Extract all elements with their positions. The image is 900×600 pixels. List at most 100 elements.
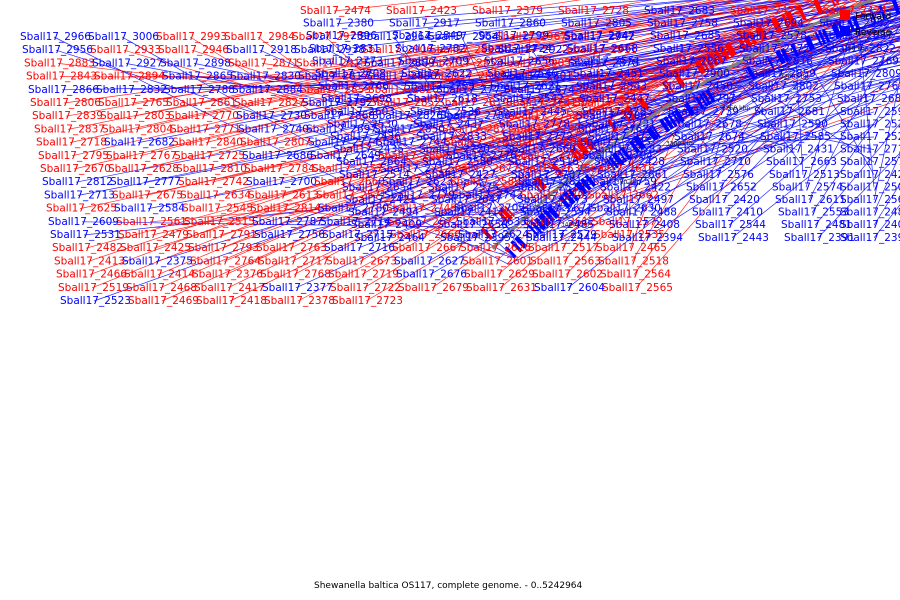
reverse-leader-line	[425, 0, 749, 37]
gene-label: Sball17_2896	[306, 30, 377, 42]
gene-label: Sball17_2878	[568, 57, 639, 69]
reverse-gene-block	[620, 146, 632, 160]
forward-gene-block	[673, 72, 686, 88]
reverse-leader-line	[642, 51, 900, 226]
reverse-leader-line	[692, 32, 900, 75]
gene-label: Sball17_2418	[196, 295, 267, 307]
gene-label: Sball17_2497	[603, 194, 674, 206]
reverse-leader-line	[552, 111, 875, 223]
gene-label: Sball17_2625	[46, 203, 117, 215]
gene-label: Sball17_2799	[478, 30, 549, 42]
reverse-leader-line	[429, 35, 844, 275]
gene-label: Sball17_2664	[336, 156, 407, 168]
gene-label: Sball17_2817	[298, 71, 369, 83]
gene-label: Sball17_2715	[322, 229, 393, 241]
gene-label: Sball17_2631	[466, 282, 537, 294]
reverse-gene-block	[611, 152, 625, 167]
forward-leader-line	[557, 154, 565, 222]
reverse-leader-line	[731, 103, 900, 239]
gene-label: Sball17_2379	[472, 5, 543, 17]
reverse-gene-block	[694, 96, 705, 110]
reverse-gene-block	[510, 240, 523, 253]
reverse-gene-block	[567, 188, 580, 202]
reverse-leader-line	[645, 73, 900, 239]
reverse-leader-line	[784, 75, 900, 100]
gene-label: Sball17_2747	[564, 30, 635, 42]
gene-label: Sball17_2784	[244, 163, 315, 175]
gene-label: Sball17_2748	[514, 150, 585, 162]
reverse-leader-line	[682, 121, 712, 150]
gene-label: Sball17_2774	[308, 137, 379, 149]
forward-gene-block	[718, 45, 731, 61]
gene-label: Sball17_2551	[570, 55, 641, 67]
forward-gene-block	[708, 52, 720, 67]
reverse-leader-line	[526, 111, 531, 246]
forward-leader-line	[229, 0, 849, 302]
reverse-leader-line	[121, 36, 515, 259]
reverse-leader-line	[852, 11, 900, 24]
reverse-leader-line	[342, 0, 762, 50]
gene-label: Sball17_2556	[653, 43, 724, 55]
reverse-leader-line	[683, 0, 890, 37]
reverse-leader-line	[517, 1, 900, 62]
gene-label: Sball17_3006	[88, 31, 159, 43]
legend-forward-swatch	[840, 10, 850, 20]
gene-label: Sball17_2742	[178, 176, 249, 188]
gene-label: Sball17_2405	[840, 219, 900, 231]
gene-label: Sball17_2435	[333, 144, 404, 156]
gene-label: Sball17_2560	[840, 194, 900, 206]
gene-label: Sball17_2667	[392, 242, 463, 254]
gene-label: Sball17_2771	[170, 123, 241, 135]
reverse-leader-line	[523, 26, 900, 87]
gene-label: Sball17_2757	[312, 163, 383, 175]
gene-label: Sball17_2730	[236, 110, 307, 122]
gene-label: Sball17_2821	[442, 123, 513, 135]
gene-label: Sball17_2772	[502, 131, 573, 143]
reverse-leader-line	[422, 0, 698, 24]
gene-label: Sball17_2820	[368, 84, 439, 96]
reverse-leader-line	[873, 153, 900, 213]
gene-label: Sball17_2604	[534, 282, 605, 294]
gene-label: Sball17_2954	[428, 31, 499, 43]
forward-gene-block	[724, 42, 737, 58]
reverse-gene-block	[574, 180, 588, 196]
gene-label: Sball17_2975	[292, 31, 363, 43]
gene-label: Sball17_2722	[330, 282, 401, 294]
reverse-leader-line	[591, 124, 792, 189]
forward-gene-block	[531, 180, 543, 193]
reverse-leader-line	[559, 141, 655, 236]
reverse-gene-block	[846, 17, 856, 32]
gene-label: Sball17_2861	[166, 97, 237, 109]
gene-label: Sball17_2708	[315, 68, 386, 80]
gene-label: Sball17_2713	[44, 189, 115, 201]
gene-label: Sball17_2654	[342, 181, 413, 193]
tick-mark	[671, 133, 675, 138]
gene-label: Sball17_2409	[351, 219, 422, 231]
forward-gene-block	[714, 49, 724, 64]
gene-label: Sball17_2893	[430, 44, 501, 56]
gene-label: Sball17_2905	[500, 57, 571, 69]
forward-leader-line	[621, 99, 900, 196]
forward-leader-line	[133, 0, 734, 117]
reverse-gene-block	[663, 116, 675, 130]
gene-label: Sball17_2380	[303, 18, 374, 30]
gene-label: Sball17_2880	[366, 71, 437, 83]
gene-label: Sball17_2436	[330, 131, 401, 143]
gene-label: Sball17_2518	[598, 255, 669, 267]
gene-label: Sball17_2966	[20, 31, 91, 43]
gene-label: Sball17_2543	[576, 81, 647, 93]
gene-label: Sball17_2781	[506, 97, 577, 109]
forward-leader-line	[91, 0, 814, 289]
forward-leader-line	[201, 0, 744, 117]
gene-label: Sball17_2917	[389, 18, 460, 30]
reverse-leader-line	[514, 0, 850, 50]
forward-gene-block	[770, 18, 783, 34]
gene-label: Sball17_2554	[520, 207, 591, 219]
gene-label: Sball17_2561	[116, 216, 187, 228]
reverse-gene-block	[558, 195, 571, 209]
gene-label: Sball17_2853	[300, 84, 371, 96]
gene-label: Sball17_2523	[60, 295, 131, 307]
gene-label: Sball17_2745	[386, 203, 457, 215]
gene-label: Sball17_2519	[58, 282, 129, 294]
forward-gene-block	[747, 31, 758, 46]
